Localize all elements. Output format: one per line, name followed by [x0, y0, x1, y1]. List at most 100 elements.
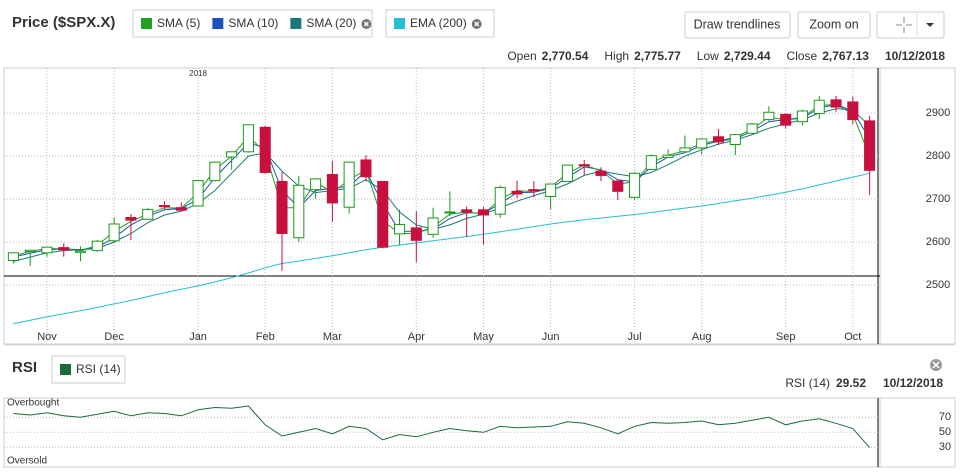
legend-box	[51, 355, 126, 384]
legend-label: RSI (14)	[76, 362, 121, 376]
legend-swatch	[60, 364, 71, 375]
y-tick-label: 2700	[926, 193, 950, 205]
candle-body	[377, 180, 389, 248]
rsi-value: 29.52	[836, 376, 866, 390]
line-series	[13, 103, 871, 257]
y-tick-label: 2800	[926, 150, 950, 162]
candle-body	[813, 99, 825, 115]
candle-body	[175, 207, 187, 211]
candle-body	[780, 113, 792, 126]
line-series	[13, 405, 870, 448]
quote-label: Open	[507, 49, 536, 63]
y-tick-label: 70	[939, 411, 951, 423]
candle-body	[746, 123, 758, 134]
candle-body	[58, 247, 70, 251]
line-series	[13, 172, 870, 325]
candle-body	[259, 126, 271, 173]
button-label[interactable]: Zoom on	[809, 17, 858, 31]
legend-label: SMA (20)	[306, 16, 356, 30]
candle-body	[444, 211, 456, 214]
candle-body	[427, 217, 439, 235]
annotation: Overbought	[7, 398, 59, 409]
rsi-date: 10/12/2018	[883, 376, 943, 390]
legend-box	[132, 9, 373, 38]
quote-label: High	[604, 49, 629, 63]
legend-swatch	[394, 18, 405, 29]
candle-body	[645, 155, 657, 170]
line-series	[13, 103, 871, 258]
candle-body	[41, 246, 53, 254]
close-icon-x[interactable]	[932, 361, 940, 369]
candle-body	[209, 161, 221, 182]
line-series	[13, 108, 870, 262]
candle-body	[461, 209, 473, 213]
quote-value: 2,729.44	[724, 49, 771, 63]
candle-body	[343, 161, 355, 208]
candle-body	[326, 174, 338, 204]
close-icon-x	[363, 21, 369, 27]
button[interactable]	[684, 11, 791, 39]
candle-body	[410, 227, 422, 241]
candle-body	[847, 101, 859, 121]
y-tick-label: 2900	[926, 107, 950, 119]
candle-body	[696, 138, 708, 149]
candle-body	[545, 183, 557, 197]
chart-title: Price ($SPX.X)	[12, 14, 115, 31]
candle-body	[310, 178, 322, 191]
quote-label: Low	[697, 49, 719, 63]
candle-body	[595, 170, 607, 176]
candle-body	[192, 180, 204, 207]
year-label: 2018	[189, 69, 207, 78]
candle-body	[629, 172, 641, 198]
candle-body	[91, 240, 103, 252]
candle-body	[108, 223, 120, 242]
candle-body	[528, 189, 540, 192]
candle-body	[830, 99, 842, 108]
quote-value: 2,775.77	[634, 49, 681, 63]
button-label[interactable]: Draw trendlines	[694, 17, 781, 31]
dropdown-arrow[interactable]	[926, 23, 934, 27]
x-tick-label: Nov	[37, 331, 57, 343]
candle-body	[24, 249, 36, 253]
x-tick-label: Jul	[628, 331, 642, 343]
candle-body	[226, 151, 238, 158]
x-tick-label: Oct	[844, 331, 861, 343]
candle-body	[578, 164, 590, 167]
candle-body	[864, 120, 876, 171]
candle-body	[276, 180, 288, 234]
legend-swatch	[141, 18, 152, 29]
candle-body	[494, 186, 506, 215]
candle-body	[612, 180, 624, 192]
candle-body	[712, 136, 725, 143]
rsi-label: RSI (14)	[785, 376, 830, 390]
candle-body	[7, 252, 19, 262]
candle-body	[293, 184, 305, 239]
x-tick-label: Jun	[542, 331, 560, 343]
quote-date: 10/12/2018	[885, 49, 945, 63]
candle-body	[763, 111, 775, 121]
price-panel	[3, 67, 956, 345]
legend-label: SMA (5)	[157, 16, 200, 30]
candle-body	[393, 223, 406, 235]
x-tick-label: Mar	[323, 331, 342, 343]
candle-body	[729, 134, 741, 145]
candle-body	[360, 159, 372, 178]
crosshair-icon	[896, 17, 912, 33]
close-icon-x	[474, 21, 480, 27]
candle-body	[511, 190, 523, 195]
quote-label: Close	[787, 49, 818, 63]
candle-body	[477, 209, 490, 216]
button[interactable]	[797, 11, 871, 39]
annotation: Oversold	[7, 456, 47, 467]
legend-label: SMA (10)	[228, 16, 278, 30]
candle-body	[158, 205, 171, 208]
y-tick-label: 2500	[926, 279, 950, 291]
x-tick-label: Dec	[104, 331, 124, 343]
candle-body	[75, 250, 87, 253]
x-tick-label: Aug	[692, 331, 712, 343]
quote-value: 2,770.54	[542, 49, 589, 63]
candle-body	[662, 154, 674, 158]
legend-swatch	[290, 18, 302, 29]
